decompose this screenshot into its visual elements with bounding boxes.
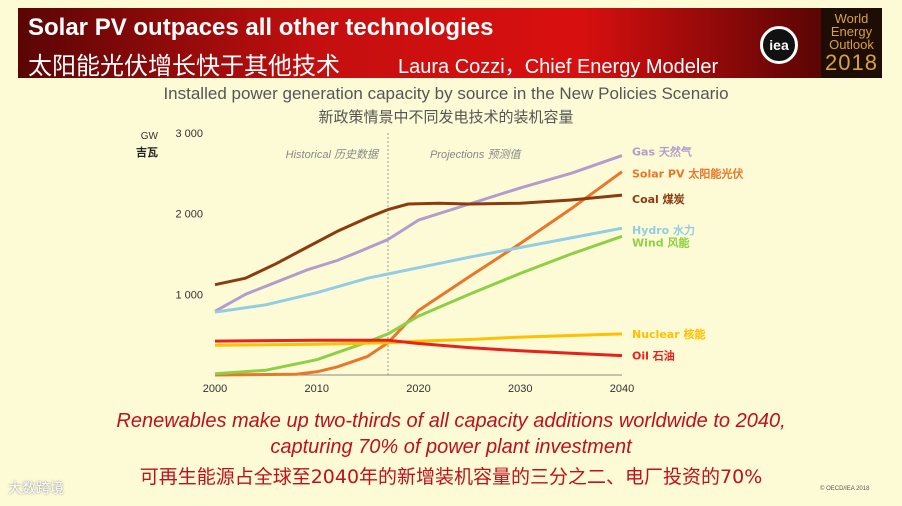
weo-line-2: Energy <box>830 24 873 39</box>
legend-label-coal: Coal 煤炭 <box>632 192 685 206</box>
series-line-hydro <box>214 226 623 314</box>
legend-label-gas: Gas 天然气 <box>632 145 692 159</box>
x-tick-label: 2030 <box>508 383 532 395</box>
weo-line-3: Outlook <box>829 37 874 52</box>
historical-label: Historical 历史数据 <box>286 148 380 161</box>
slide-subtitle-cn: 太阳能光伏增长快于其他技术 <box>28 52 340 78</box>
x-tick-label: 2020 <box>406 383 430 395</box>
legend-label-nuclear: Nuclear 核能 <box>632 327 705 341</box>
chart-subtitle-cn: 新政策情景中不同发电技术的装机容量 <box>318 108 573 126</box>
y-tick-label: 3 000 <box>175 128 203 140</box>
legend-label-solar-pv: Solar PV 太阳能光伏 <box>632 167 743 181</box>
title-banner: Solar PV outpaces all other technologies… <box>18 8 882 78</box>
iea-logo-text: iea <box>769 37 789 53</box>
weo-line-4: 2018 <box>825 50 878 75</box>
legend-label-oil: Oil 石油 <box>632 349 675 363</box>
y-axis-unit-cn: 吉瓦 <box>136 145 158 159</box>
y-tick-label: 2 000 <box>175 209 203 221</box>
legend-label-wind: Wind 风能 <box>632 235 689 249</box>
y-axis-unit: GW <box>141 131 159 142</box>
weo-line-1: World <box>834 11 869 26</box>
copyright: © OECD/IEA 2018 <box>820 486 870 492</box>
x-tick-label: 2000 <box>203 383 227 395</box>
watermark: 大数跨境 <box>8 481 64 497</box>
caption-cn: 可再生能源占全球至2040年的新增装机容量的三分之二、电厂投资的70% <box>139 466 763 488</box>
caption: Renewables make up two-thirds of all cap… <box>0 408 902 460</box>
series-lines <box>214 154 623 377</box>
series-line-nuclear <box>214 332 623 347</box>
slide-title: Solar PV outpaces all other technologies <box>28 14 494 41</box>
series-line-coal <box>214 193 623 287</box>
speaker-credit: Laura Cozzi，Chief Energy Modeler <box>398 56 719 78</box>
legend: Gas 天然气 Solar PV 太阳能光伏 Coal 煤炭 Hydro 水力Wind… <box>632 145 743 363</box>
caption-line-1: Renewables make up two-thirds of all cap… <box>116 410 786 432</box>
chart-title: Installed power generation capacity by s… <box>163 84 728 103</box>
weo-logo: World Energy Outlook 2018 <box>821 8 882 78</box>
x-tick-label: 2040 <box>610 383 634 395</box>
x-tick-label: 2010 <box>305 383 329 395</box>
projections-label: Projections 预测值 <box>430 148 522 161</box>
series-line-gas <box>214 154 623 313</box>
iea-logo: iea <box>760 26 798 64</box>
series-line-oil <box>214 338 623 358</box>
caption-line-2: capturing 70% of power plant investment <box>270 436 632 458</box>
legend-label-hydro: Hydro 水力 <box>632 223 695 237</box>
series-line-wind <box>214 234 623 376</box>
y-tick-label: 1 000 <box>175 289 203 301</box>
